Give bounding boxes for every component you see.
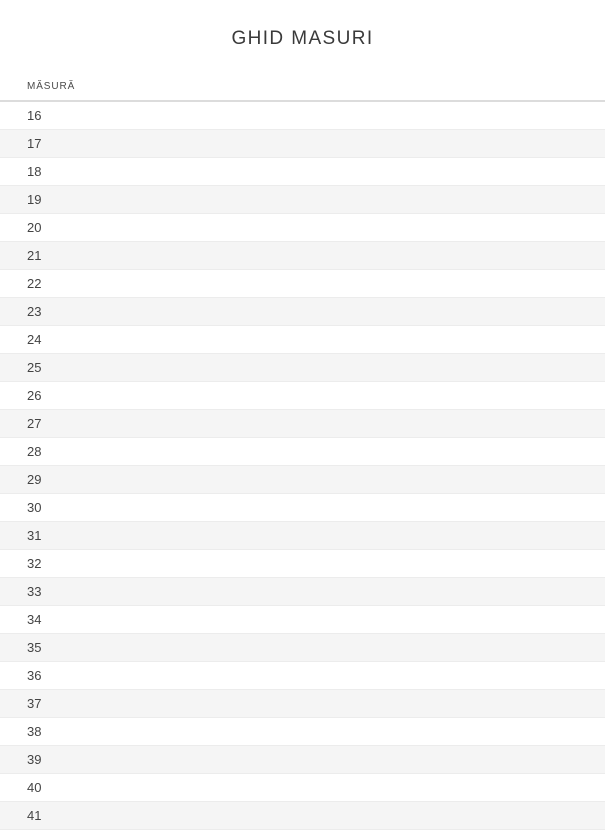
cell-size: 30 (0, 493, 321, 522)
cell-size: 35 (0, 633, 321, 662)
table-header: MĂSURĂ CM (0, 81, 605, 102)
cell-cm: 17.32 (321, 437, 605, 466)
cell-cm: 14 (321, 297, 605, 326)
cell-cm: 13.33 (321, 269, 605, 298)
cell-cm: 24 (321, 717, 605, 746)
table-row: 2012 (0, 213, 605, 242)
cell-size: 37 (0, 689, 321, 718)
table-row: 2112.66 (0, 241, 605, 270)
table-row: 1911.33 (0, 185, 605, 214)
table-row: 1810.66 (0, 157, 605, 186)
cell-size: 17 (0, 129, 321, 158)
table-row: 1710 (0, 129, 605, 158)
table-row: 3320.66 (0, 577, 605, 606)
table-row: 2314 (0, 297, 605, 326)
table-row: 169.33 (0, 101, 605, 130)
cell-size: 16 (0, 101, 321, 130)
cell-size: 39 (0, 745, 321, 774)
cell-cm: 15.33 (321, 353, 605, 382)
cell-size: 27 (0, 409, 321, 438)
cell-size: 28 (0, 437, 321, 466)
table-row: 2716.67 (0, 409, 605, 438)
column-header-size: MĂSURĂ (0, 81, 321, 102)
cell-size: 20 (0, 213, 321, 242)
cell-cm: 25.33 (321, 773, 605, 802)
table-row: 2817.32 (0, 437, 605, 466)
cell-size: 21 (0, 241, 321, 270)
table-row: 3018.66 (0, 493, 605, 522)
cell-size: 33 (0, 577, 321, 606)
cell-size: 18 (0, 157, 321, 186)
cell-cm: 10.66 (321, 157, 605, 186)
cell-size: 22 (0, 269, 321, 298)
cell-cm: 9.33 (321, 101, 605, 130)
cell-size: 25 (0, 353, 321, 382)
cell-size: 31 (0, 521, 321, 550)
cell-size: 29 (0, 465, 321, 494)
table-row: 3421.33 (0, 605, 605, 634)
table-row: 4025.33 (0, 773, 605, 802)
cell-cm: 21.33 (321, 605, 605, 634)
size-guide-table: MĂSURĂ CM 169.3317101810.661911.33201221… (0, 81, 605, 830)
table-row: 3622.66 (0, 661, 605, 690)
cell-size: 26 (0, 381, 321, 410)
cell-size: 32 (0, 549, 321, 578)
cell-cm: 26 (321, 801, 605, 830)
table-row: 2918 (0, 465, 605, 494)
cell-cm: 10 (321, 129, 605, 158)
table-header-row: MĂSURĂ CM (0, 81, 605, 102)
cell-cm: 22.66 (321, 661, 605, 690)
cell-size: 41 (0, 801, 321, 830)
cell-size: 19 (0, 185, 321, 214)
table-row: 3924.66 (0, 745, 605, 774)
cell-cm: 20 (321, 549, 605, 578)
cell-cm: 16 (321, 381, 605, 410)
size-table-container: MĂSURĂ CM 169.3317101810.661911.33201221… (0, 81, 605, 830)
column-header-cm: CM (321, 81, 605, 102)
table-row: 4126 (0, 801, 605, 830)
cell-cm: 22 (321, 633, 605, 662)
table-row: 3220 (0, 549, 605, 578)
cell-cm: 12.66 (321, 241, 605, 270)
cell-cm: 19.33 (321, 521, 605, 550)
cell-cm: 16.67 (321, 409, 605, 438)
cell-cm: 14.66 (321, 325, 605, 354)
cell-size: 38 (0, 717, 321, 746)
table-body: 169.3317101810.661911.3320122112.662213.… (0, 101, 605, 830)
cell-size: 23 (0, 297, 321, 326)
cell-cm: 18.66 (321, 493, 605, 522)
page-title: GHID MASURI (231, 28, 374, 49)
table-row: 3119.33 (0, 521, 605, 550)
cell-size: 40 (0, 773, 321, 802)
cell-cm: 23.33 (321, 689, 605, 718)
cell-cm: 12 (321, 213, 605, 242)
table-row: 2414.66 (0, 325, 605, 354)
cell-size: 36 (0, 661, 321, 690)
cell-size: 34 (0, 605, 321, 634)
table-row: 3522 (0, 633, 605, 662)
cell-cm: 18 (321, 465, 605, 494)
table-row: 2616 (0, 381, 605, 410)
table-row: 3723.33 (0, 689, 605, 718)
table-row: 2213.33 (0, 269, 605, 298)
cell-cm: 11.33 (321, 185, 605, 214)
cell-cm: 24.66 (321, 745, 605, 774)
table-row: 2515.33 (0, 353, 605, 382)
table-row: 3824 (0, 717, 605, 746)
cell-cm: 20.66 (321, 577, 605, 606)
cell-size: 24 (0, 325, 321, 354)
